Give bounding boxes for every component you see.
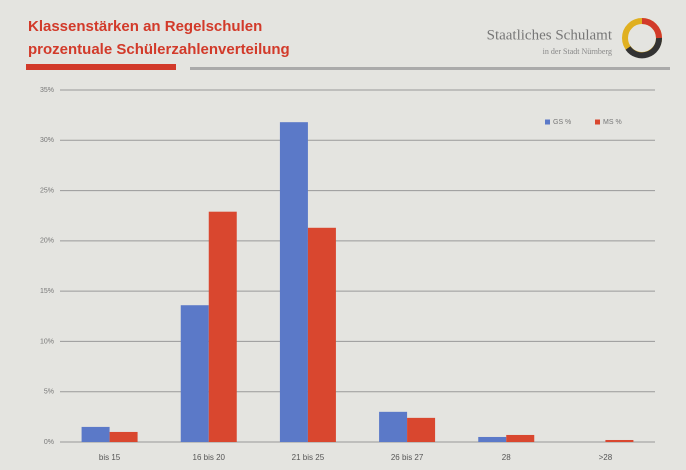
bar <box>478 436 507 442</box>
bar <box>81 426 110 442</box>
x-tick-label: 21 bis 25 <box>292 453 325 462</box>
y-tick-label: 5% <box>44 389 54 396</box>
legend-label: GS % <box>553 119 571 126</box>
x-tick-label: bis 15 <box>99 453 121 462</box>
y-tick-label: 25% <box>40 187 54 194</box>
bar <box>379 411 408 442</box>
title-bar <box>26 64 176 70</box>
x-tick-label: 26 bis 27 <box>391 453 424 462</box>
legend-swatch <box>595 119 600 125</box>
bar <box>605 439 634 442</box>
logo-subtitle: in der Stadt Nürnberg <box>543 47 612 56</box>
logo-name: Staatliches Schulamt <box>487 27 613 43</box>
y-tick-label: 35% <box>40 87 54 94</box>
bar <box>180 305 209 442</box>
x-tick-label: 16 bis 20 <box>193 453 226 462</box>
bar <box>307 227 336 442</box>
title-rule <box>190 67 670 70</box>
chart-subtitle: prozentuale Schülerzahlenverteilung <box>28 41 290 58</box>
y-tick-label: 30% <box>40 137 54 144</box>
bar <box>109 431 138 442</box>
y-tick-label: 15% <box>40 288 54 295</box>
bar <box>279 122 308 442</box>
y-tick-label: 20% <box>40 238 54 245</box>
legend-swatch <box>545 119 550 125</box>
bar <box>407 417 436 442</box>
bar <box>208 211 237 442</box>
logo-icon <box>622 18 663 59</box>
y-tick-label: 10% <box>40 338 54 345</box>
legend-label: MS % <box>603 119 622 126</box>
chart-title: Klassenstärken an Regelschulen <box>28 18 262 35</box>
bar <box>506 434 535 442</box>
y-tick-label: 0% <box>44 439 54 446</box>
x-tick-label: 28 <box>502 453 511 462</box>
x-tick-label: >28 <box>599 453 613 462</box>
